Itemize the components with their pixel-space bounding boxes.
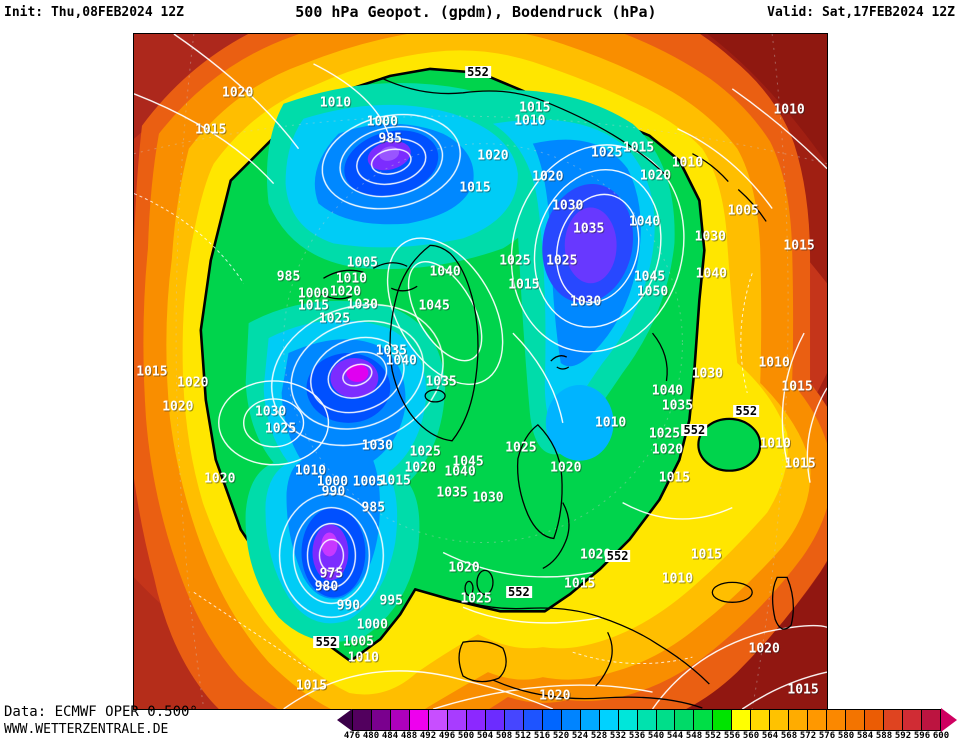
colorbar-cell [922,710,941,730]
colorbar-tick-label: 504 [476,731,494,741]
colorbar-cell [523,710,543,730]
colorbar-cell [409,710,429,730]
colorbar-tick-label: 528 [590,731,608,741]
weather-map: 1020 1015 1010 1000 985 1015 1010 1020 1015 1020 1… [133,33,828,710]
colorbar-tick-label: 556 [723,731,741,741]
colorbar-cell [865,710,885,730]
colorbar-cell [353,710,372,730]
isobar-lines-weak [134,193,753,673]
colorbar-cell [884,710,904,730]
colorbar-tick-label: 540 [647,731,665,741]
colorbar-cell [827,710,847,730]
colorbar-cell [428,710,448,730]
isobar-lines [134,34,827,709]
colorbar-cell [675,710,695,730]
map-canvas [134,34,827,709]
colorbar-tick-label: 552 [704,731,722,741]
colorbar-cell [770,710,790,730]
colorbar-tick-label: 532 [609,731,627,741]
colorbar-tick-labels: 476 480 484 488 492 496 500 504 508 512 516 520 524 5… [344,731,949,741]
colorbar-cell [846,710,866,730]
colorbar-cell [903,710,923,730]
colorbar-cell [637,710,657,730]
colorbar-tick-label: 492 [419,731,437,741]
colorbar-tick-label: 564 [761,731,779,741]
coastlines [321,78,794,709]
colorbar-tick-label: 584 [856,731,874,741]
colorbar-cell [580,710,600,730]
graticule [134,34,827,709]
colorbar-tick-label: 600 [932,731,950,741]
colorbar-cell [466,710,486,730]
chart-title: 500 hPa Geopot. (gpdm), Bodendruck (hPa) [295,3,657,21]
colorbar-cell [561,710,581,730]
colorbar-cell [618,710,638,730]
colorbar-tick-label: 536 [628,731,646,741]
colorbar-cell [504,710,524,730]
colorbar-tick-label: 596 [913,731,931,741]
colorbar-tick-label: 560 [742,731,760,741]
colorbar-left-arrow [337,709,352,731]
colorbar-cell [808,710,828,730]
valid-datetime: Valid: Sat,17FEB2024 12Z [767,5,955,20]
colorbar-cell [751,710,771,730]
colorbar-tick-label: 568 [780,731,798,741]
colorbar-tick-label: 508 [495,731,513,741]
colorbar-cell [390,710,410,730]
colorbar-tick-label: 484 [381,731,399,741]
colorbar-tick-label: 500 [457,731,475,741]
colorbar-tick-label: 548 [685,731,703,741]
colorbar-cell [713,710,733,730]
website-link[interactable]: WWW.WETTERZENTRALE.DE [4,722,169,737]
colorbar-tick-label: 476 [343,731,361,741]
contour-fills-cold [199,67,762,663]
colorbar-right-arrow [941,708,957,732]
colorbar-cells [352,709,941,731]
colorbar-tick-label: 592 [894,731,912,741]
colorbar-cell [542,710,562,730]
colorbar-tick-label: 580 [837,731,855,741]
colorbar-tick-label: 516 [533,731,551,741]
colorbar-tick-label: 488 [400,731,418,741]
colorbar-cell [789,710,809,730]
colorbar: 476 480 484 488 492 496 500 504 508 512 516 520 524 5… [337,708,957,741]
colorbar-tick-label: 524 [571,731,589,741]
data-source: Data: ECMWF OPER 0.500° [4,704,198,720]
colorbar-tick-label: 512 [514,731,532,741]
colorbar-cell [599,710,619,730]
colorbar-tick-label: 572 [799,731,817,741]
colorbar-tick-label: 520 [552,731,570,741]
colorbar-cell [656,710,676,730]
colorbar-tick-label: 576 [818,731,836,741]
colorbar-cell [447,710,467,730]
colorbar-cell [732,710,752,730]
colorbar-tick-label: 496 [438,731,456,741]
colorbar-tick-label: 480 [362,731,380,741]
colorbar-cell [371,710,391,730]
init-datetime: Init: Thu,08FEB2024 12Z [4,5,185,20]
colorbar-tick-label: 588 [875,731,893,741]
colorbar-cell [485,710,505,730]
colorbar-cell [694,710,714,730]
colorbar-tick-label: 544 [666,731,684,741]
